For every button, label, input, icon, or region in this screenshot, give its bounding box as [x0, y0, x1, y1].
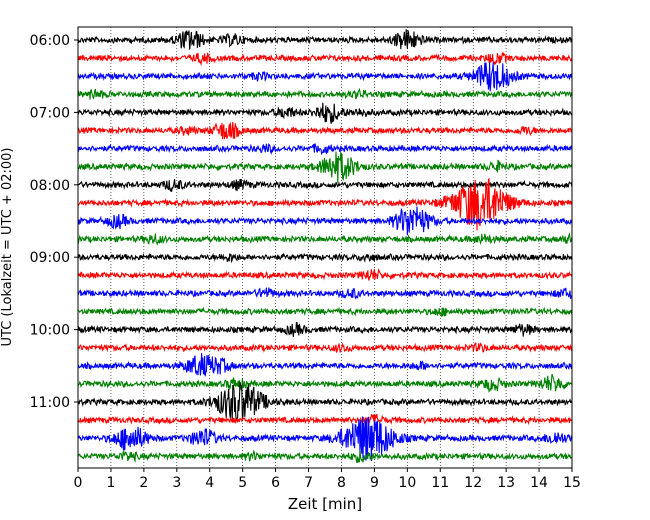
- y-tick-label: 10:00: [30, 323, 70, 339]
- y-tick-label: 07:00: [30, 105, 70, 121]
- trace-1100: [77, 381, 573, 423]
- x-tick-label: 4: [205, 475, 214, 491]
- trace-1030: [77, 353, 573, 377]
- trace-1000: [77, 322, 573, 337]
- x-tick-label: 1: [106, 475, 115, 491]
- y-tick-label: 11:00: [30, 395, 70, 411]
- trace-0615: [77, 51, 573, 67]
- y-tick-label: 09:00: [30, 250, 70, 266]
- y-tick-label: 06:00: [30, 33, 70, 49]
- trace-0930: [77, 287, 573, 300]
- trace-0600: [77, 29, 573, 50]
- x-tick-label: 9: [370, 475, 379, 491]
- x-tick-label: 8: [337, 475, 346, 491]
- x-tick-label: 5: [238, 475, 247, 491]
- x-tick-label: 10: [398, 475, 416, 491]
- x-axis-title: Zeit [min]: [288, 495, 362, 513]
- trace-0730: [77, 143, 573, 156]
- trace-1015: [77, 342, 573, 354]
- trace-0700: [77, 102, 573, 124]
- x-tick-label: 12: [464, 475, 482, 491]
- trace-layer: [77, 29, 573, 464]
- y-axis-title: UTC (Lokalzeit = UTC + 02:00): [0, 148, 15, 347]
- trace-0815: [77, 177, 573, 231]
- x-tick-label: 2: [139, 475, 148, 491]
- trace-1045: [77, 373, 573, 393]
- y-tick-label: 08:00: [30, 178, 70, 194]
- trace-1145: [77, 449, 573, 464]
- trace-0745: [77, 151, 573, 183]
- trace-1115: [77, 413, 573, 426]
- x-axis-ticks: 0 1 2 3 4 5 6 7 8 9 10 11 12 13 14 15: [74, 468, 581, 491]
- trace-0845: [77, 232, 573, 246]
- trace-0900: [77, 252, 573, 264]
- x-tick-label: 7: [304, 475, 313, 491]
- trace-0915: [77, 268, 573, 281]
- trace-0715: [77, 121, 573, 140]
- trace-1130: [77, 416, 573, 462]
- x-tick-label: 11: [431, 475, 449, 491]
- x-tick-label: 15: [563, 475, 581, 491]
- x-tick-label: 13: [497, 475, 515, 491]
- trace-0645: [77, 87, 573, 100]
- x-tick-label: 14: [530, 475, 548, 491]
- plot-frame: [77, 26, 573, 469]
- trace-0630: [77, 62, 573, 92]
- trace-0945: [77, 306, 573, 318]
- y-axis-ticks: 06:00 07:00 08:00 09:00 10:00 11:00: [30, 33, 78, 411]
- trace-0830: [77, 206, 573, 236]
- x-tick-label: 3: [172, 475, 181, 491]
- x-tick-label: 6: [271, 475, 280, 491]
- x-tick-label: 0: [74, 475, 83, 491]
